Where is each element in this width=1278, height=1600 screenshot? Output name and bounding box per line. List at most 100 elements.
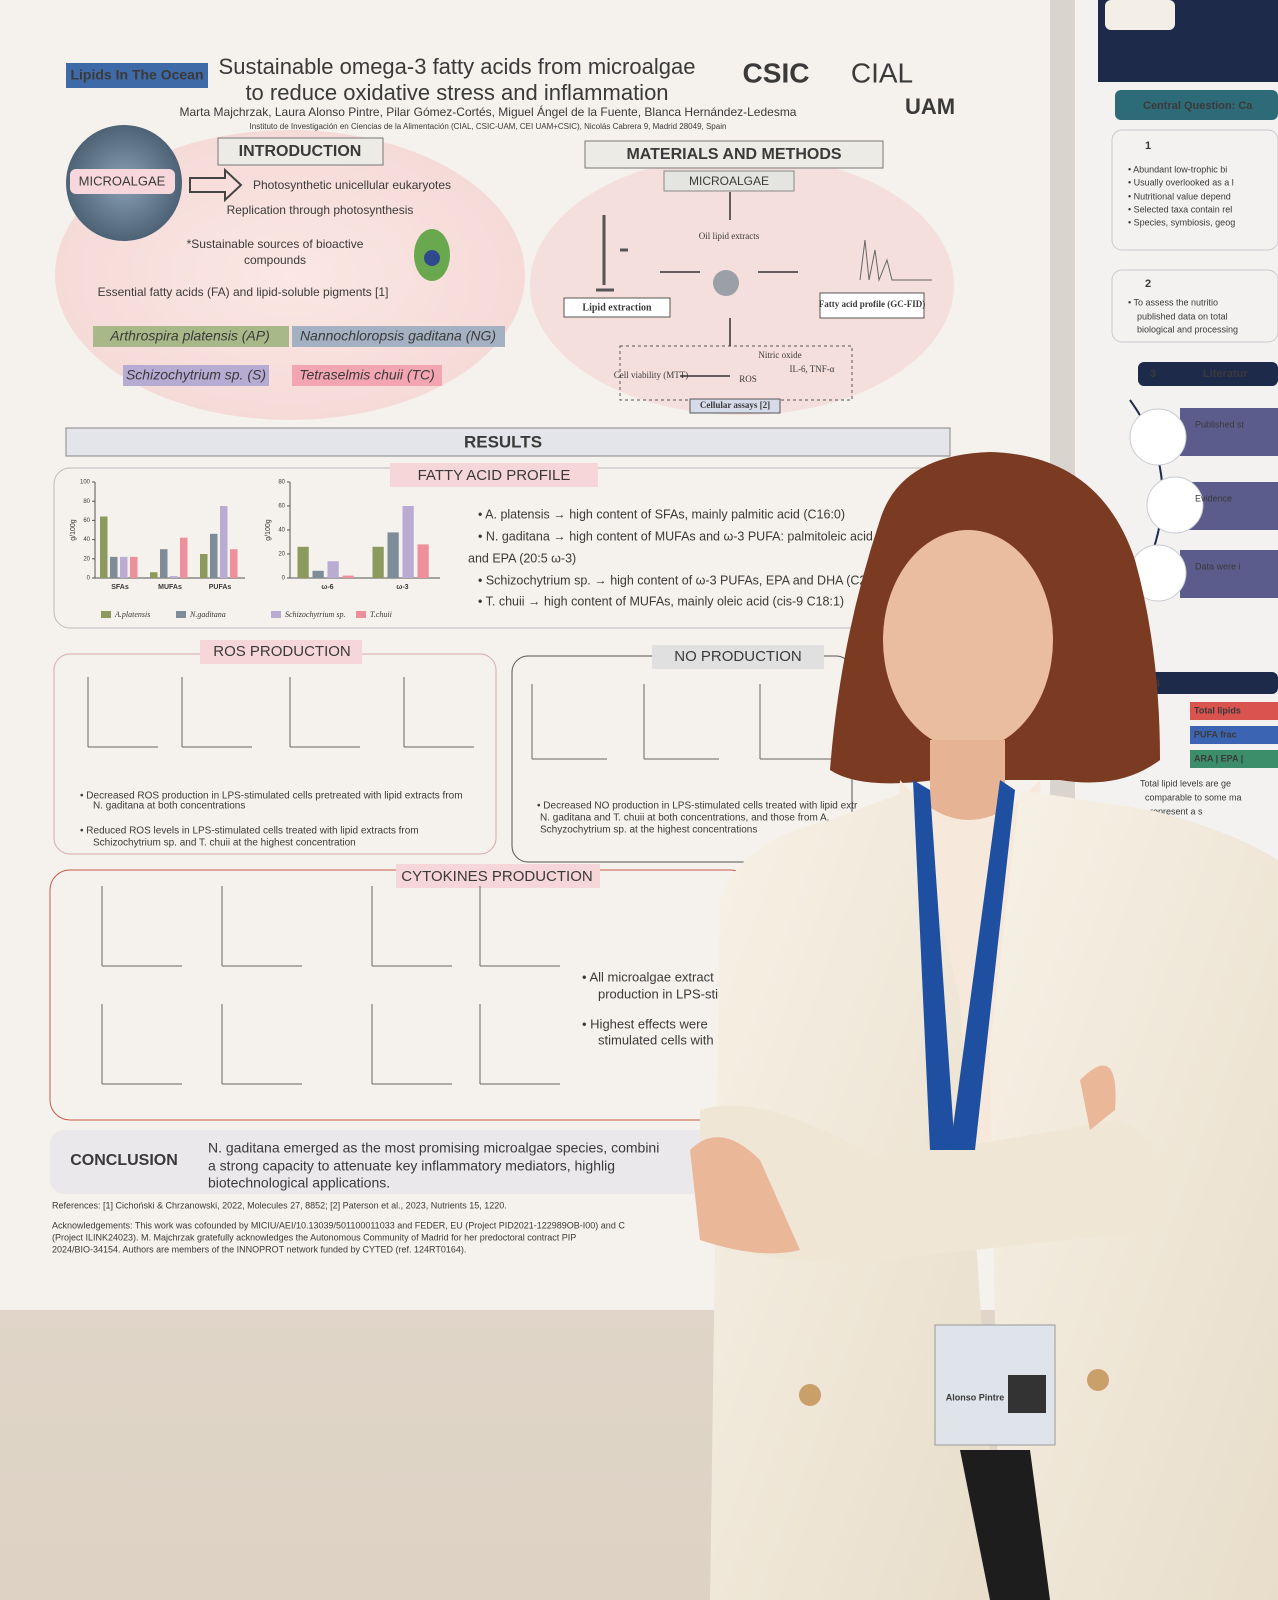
arrow <box>660 192 798 377</box>
bar <box>150 572 158 578</box>
x-tick-label: PUFAs <box>209 584 232 591</box>
side-text: Central Question: Ca <box>1143 100 1253 112</box>
title: to reduce oxidative stress and inflammat… <box>245 80 668 105</box>
side-text: • Nutritional value depend <box>1128 191 1231 201</box>
side-tag: Total lipids <box>1194 705 1241 715</box>
heading-box <box>396 864 600 888</box>
heading: FATTY ACID PROFILE <box>418 467 571 484</box>
tag <box>1190 702 1278 720</box>
lanyard <box>950 780 1015 1150</box>
side-box <box>1111 129 1278 251</box>
heading-box <box>200 640 362 664</box>
step: Cell viability (MTT) <box>614 370 689 380</box>
heading: RESULTS <box>464 432 542 451</box>
logo: UAM <box>905 94 955 119</box>
bullet: N. gaditana at both concentrations <box>93 801 245 812</box>
label: MICROALGAE <box>689 174 769 188</box>
bar <box>372 546 384 578</box>
species-box <box>292 365 442 386</box>
side-text: • Species, symbiosis, geog <box>1128 217 1235 227</box>
lanyard <box>913 780 955 1150</box>
badge-name: Alonso Pintre <box>946 1392 1005 1402</box>
step-box <box>819 292 925 319</box>
step: ROS <box>739 374 757 384</box>
legend-swatch <box>271 611 281 618</box>
arms <box>700 1105 1165 1262</box>
bar <box>210 533 218 578</box>
x-tick-label: MUFAs <box>158 584 182 591</box>
legend-swatch <box>356 611 366 618</box>
y-tick-label: 0 <box>87 576 91 582</box>
logo: CSIC <box>743 57 810 88</box>
legend-label: N.gaditana <box>189 610 226 619</box>
bar <box>342 575 354 578</box>
title: Sustainable omega-3 fatty acids from mic… <box>219 54 696 79</box>
badge-text: Alonso Pintre <box>946 1392 1005 1402</box>
conclusion-text: biotechnological applications. <box>208 1175 390 1191</box>
side-box <box>1111 269 1278 343</box>
heading: MATERIALS AND METHODS <box>626 146 841 163</box>
side-circle <box>1129 408 1187 466</box>
acknowledgements: Acknowledgements: This work was cofounde… <box>52 1220 625 1230</box>
heading: CONCLUSION <box>70 1152 178 1169</box>
step: IL-6, TNF-α <box>789 364 834 374</box>
bullet: • Decreased ROS production in LPS-stimul… <box>80 791 463 802</box>
acknowledgements: 2024/BIO-34154. Authors are members of t… <box>52 1244 466 1254</box>
person <box>690 452 1278 1600</box>
side-text: Published st <box>1195 419 1245 429</box>
species: Arthrospira platensis (AP) <box>109 328 270 344</box>
bar <box>180 537 188 578</box>
axis-title: g/100g <box>265 519 272 541</box>
x-tick-label: SFAs <box>111 584 129 591</box>
affiliation: Instituto de Investigación en Ciencias d… <box>250 122 727 131</box>
bullet: • A. platensis → high content of SFAs, m… <box>478 507 845 521</box>
bar <box>110 556 118 578</box>
bullet: • N. gaditana → high content of MUFAs an… <box>478 529 881 543</box>
species-box <box>123 365 269 386</box>
side-number: 2 <box>1145 278 1151 290</box>
side-text: • Usually overlooked as a l <box>1128 177 1234 187</box>
acknowledgements: (Project ILINK24023). M. Majchrzak grate… <box>52 1232 576 1242</box>
bar <box>160 549 168 578</box>
bullet: • Reduced ROS levels in LPS-stimulated c… <box>80 826 419 837</box>
conclusion-text: a strong capacity to attenuate key infla… <box>208 1158 615 1174</box>
y-tick-label: 20 <box>278 552 285 558</box>
tag <box>1190 726 1278 744</box>
step-box <box>563 297 671 318</box>
label-box <box>663 170 795 192</box>
side-text: Total lipid levels are ge <box>1140 778 1231 788</box>
label-box <box>70 169 175 194</box>
bullet: stimulated cells with l <box>598 1032 720 1047</box>
bar <box>170 576 178 578</box>
side-text: • To assess the nutritio <box>1128 297 1218 307</box>
y-tick-label: 60 <box>83 518 90 524</box>
legend-swatch <box>176 611 186 618</box>
x-tick-label: ω-6 <box>321 584 333 591</box>
side-tag: ARA | EPA | <box>1194 753 1243 763</box>
methods-bubble <box>530 155 954 415</box>
face <box>883 530 1053 750</box>
heading-box <box>217 137 384 166</box>
heading-box <box>652 645 824 669</box>
side-circle <box>1146 476 1204 534</box>
badge: Lipids In The Ocean <box>70 67 203 83</box>
heading-box <box>584 140 884 169</box>
side-logo <box>1105 0 1175 30</box>
species: Nannochloropsis gaditana (NG) <box>300 328 496 344</box>
side-number: 3 <box>1150 368 1156 380</box>
heading: NO PRODUCTION <box>674 648 802 665</box>
step: Nitric oxide <box>758 350 801 360</box>
bar <box>387 532 399 578</box>
species-box <box>292 326 505 347</box>
bar <box>417 544 429 578</box>
bar <box>100 516 108 578</box>
button <box>1087 1369 1109 1391</box>
poster-text: *Sustainable sources of bioactive <box>187 237 364 251</box>
y-tick-label: 80 <box>83 499 90 505</box>
bullet: production in LPS-stim <box>598 986 729 1001</box>
step: Oil lipid extracts <box>699 231 760 241</box>
poster-text: compounds <box>244 253 306 267</box>
side-text: • Selected taxa contain rel <box>1128 204 1232 214</box>
bullet: • Schizochytrium sp. → high content of ω… <box>478 573 873 587</box>
